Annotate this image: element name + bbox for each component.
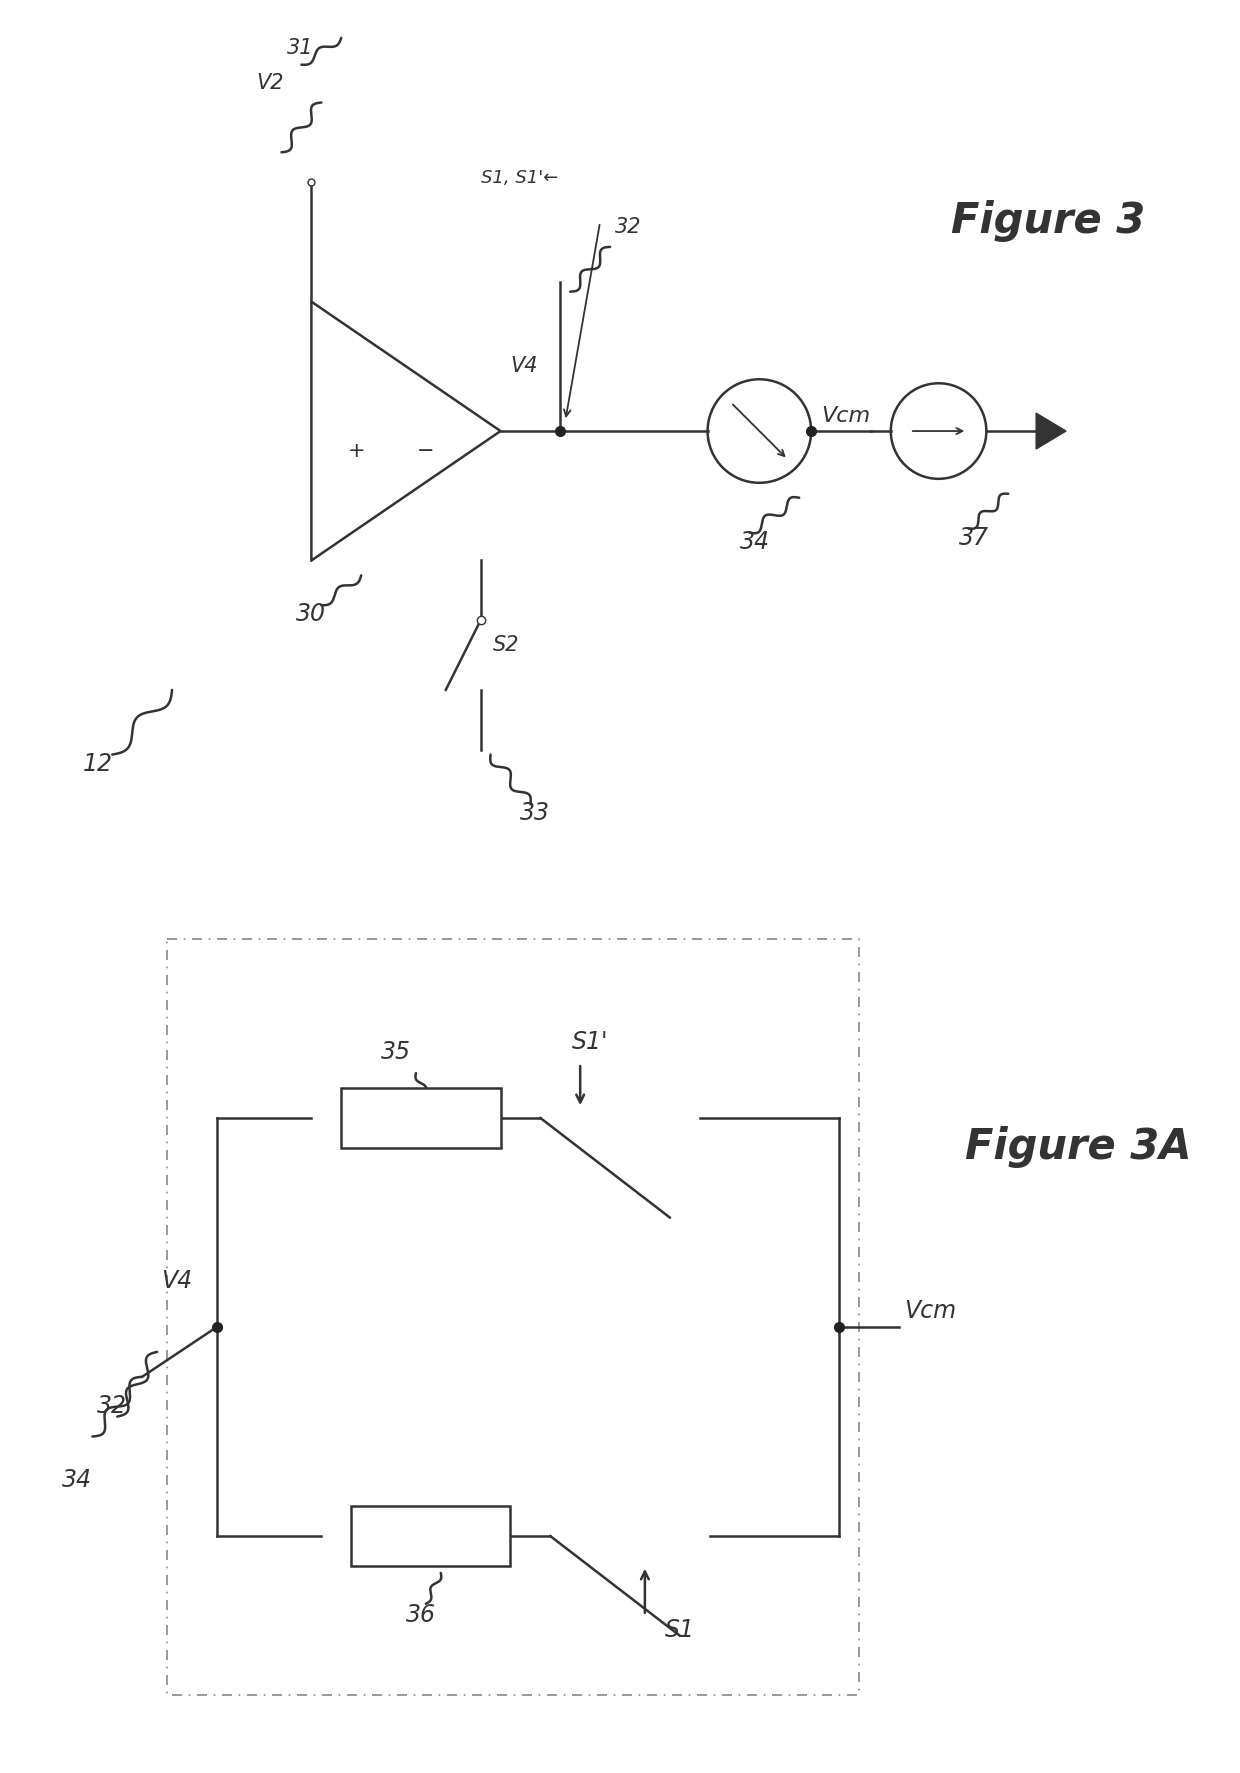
Text: 34: 34 [739, 528, 770, 553]
Text: +: + [347, 441, 365, 461]
Bar [351, 1507, 511, 1566]
Text: 36: 36 [405, 1601, 436, 1626]
Text: 12: 12 [82, 752, 113, 775]
Polygon shape [1037, 413, 1066, 450]
Text: 32: 32 [97, 1394, 128, 1417]
Text: Vcm: Vcm [904, 1298, 956, 1323]
Text: V4: V4 [511, 356, 538, 376]
Text: 32: 32 [615, 216, 641, 238]
Text: V4: V4 [161, 1268, 192, 1293]
Text: −: − [417, 441, 435, 461]
Text: S2: S2 [492, 635, 520, 654]
Text: 31: 31 [286, 37, 312, 59]
Text: 37: 37 [959, 525, 988, 550]
Text: V2: V2 [257, 73, 284, 92]
Text: 35: 35 [381, 1039, 410, 1064]
Text: S1, S1'←: S1, S1'← [481, 168, 558, 188]
Text: 33: 33 [521, 801, 551, 824]
Bar [341, 1089, 501, 1149]
Text: 30: 30 [296, 601, 326, 626]
Text: S1': S1' [572, 1030, 609, 1053]
Text: 34: 34 [62, 1468, 93, 1491]
Text: S1: S1 [665, 1617, 694, 1640]
Text: Figure 3: Figure 3 [951, 200, 1146, 241]
Text: Figure 3A: Figure 3A [965, 1126, 1192, 1167]
Text: Vcm: Vcm [821, 406, 870, 426]
FancyBboxPatch shape [167, 940, 859, 1695]
